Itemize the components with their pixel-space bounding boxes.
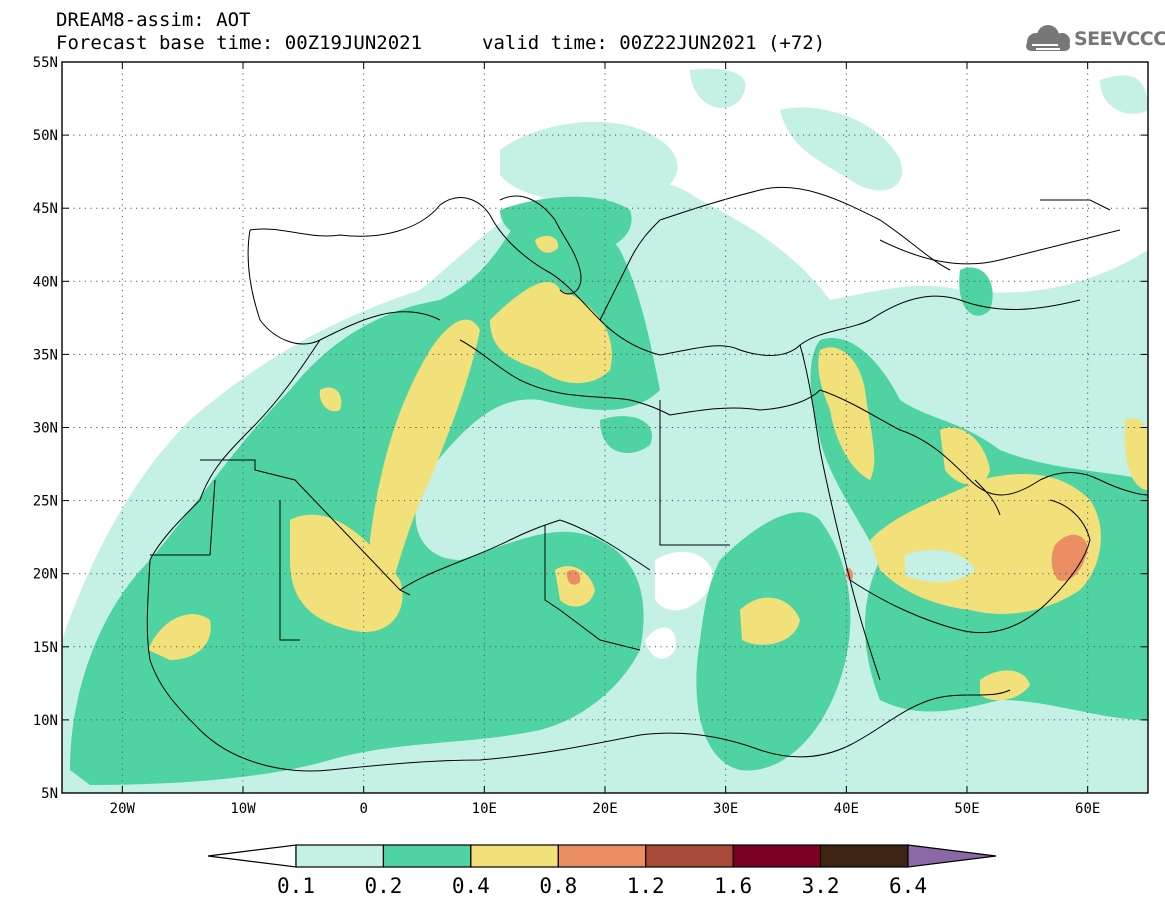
lon-tick-label: 10W xyxy=(230,801,256,817)
lon-tick-label: 20W xyxy=(110,801,136,817)
colorbar-label: 3.2 xyxy=(802,874,840,898)
colorbar-under-triangle xyxy=(207,844,297,868)
forecast-base-time: Forecast base time: 00Z19JUN2021 xyxy=(56,32,423,54)
colorbar-label: 0.2 xyxy=(364,874,402,898)
colorbar-segment xyxy=(732,844,822,868)
lon-tick-label: 50E xyxy=(954,801,979,817)
lat-tick-label: 20N xyxy=(33,567,58,583)
lat-tick-label: 5N xyxy=(41,786,58,802)
lon-tick-label: 20E xyxy=(592,801,617,817)
lon-tick-label: 0 xyxy=(359,801,367,817)
lat-tick-label: 10N xyxy=(33,713,58,729)
colorbar-segment xyxy=(819,844,909,868)
map-title: DREAM8-assim: AOT xyxy=(56,9,251,31)
colorbar-label: 0.1 xyxy=(277,874,315,898)
lat-tick-label: 35N xyxy=(33,347,58,363)
colorbar-segment xyxy=(295,844,385,868)
lat-tick-label: 40N xyxy=(33,274,58,290)
colorbar-segment xyxy=(557,844,647,868)
logo-text: SEEVCCC xyxy=(1074,28,1165,50)
lat-tick-label: 15N xyxy=(33,640,58,656)
coastlines xyxy=(146,186,1148,772)
lon-tick-label: 40E xyxy=(834,801,859,817)
colorbar-label: 6.4 xyxy=(889,874,927,898)
colorbar-label: 1.2 xyxy=(627,874,665,898)
axis-tick-labels: 55N 50N 45N 40N 35N 30N 25N 20N 15N 10N 5N 20W 10W 0 1… xyxy=(33,55,1101,817)
lat-tick-label: 55N xyxy=(33,55,58,71)
colorbar-label: 0.8 xyxy=(539,874,577,898)
colorbar-segment xyxy=(645,844,734,868)
axis-ticks xyxy=(62,61,1148,794)
lat-tick-label: 30N xyxy=(33,421,58,437)
lon-tick-label: 10E xyxy=(472,801,497,817)
colorbar-segment xyxy=(382,844,472,868)
lon-tick-label: 30E xyxy=(713,801,738,817)
lon-tick-label: 60E xyxy=(1075,801,1100,817)
colorbar-label: 1.6 xyxy=(714,874,752,898)
cloud-icon xyxy=(1026,25,1070,51)
colorbar-label: 0.4 xyxy=(452,874,490,898)
lat-tick-label: 50N xyxy=(33,128,58,144)
lat-tick-label: 25N xyxy=(33,494,58,510)
colorbar-segment xyxy=(470,844,559,868)
lat-tick-label: 45N xyxy=(33,201,58,217)
valid-time: valid time: 00Z22JUN2021 (+72) xyxy=(482,32,826,54)
graticule xyxy=(62,62,1148,793)
colorbar-over-triangle xyxy=(907,844,997,868)
aot-field xyxy=(62,68,1148,793)
